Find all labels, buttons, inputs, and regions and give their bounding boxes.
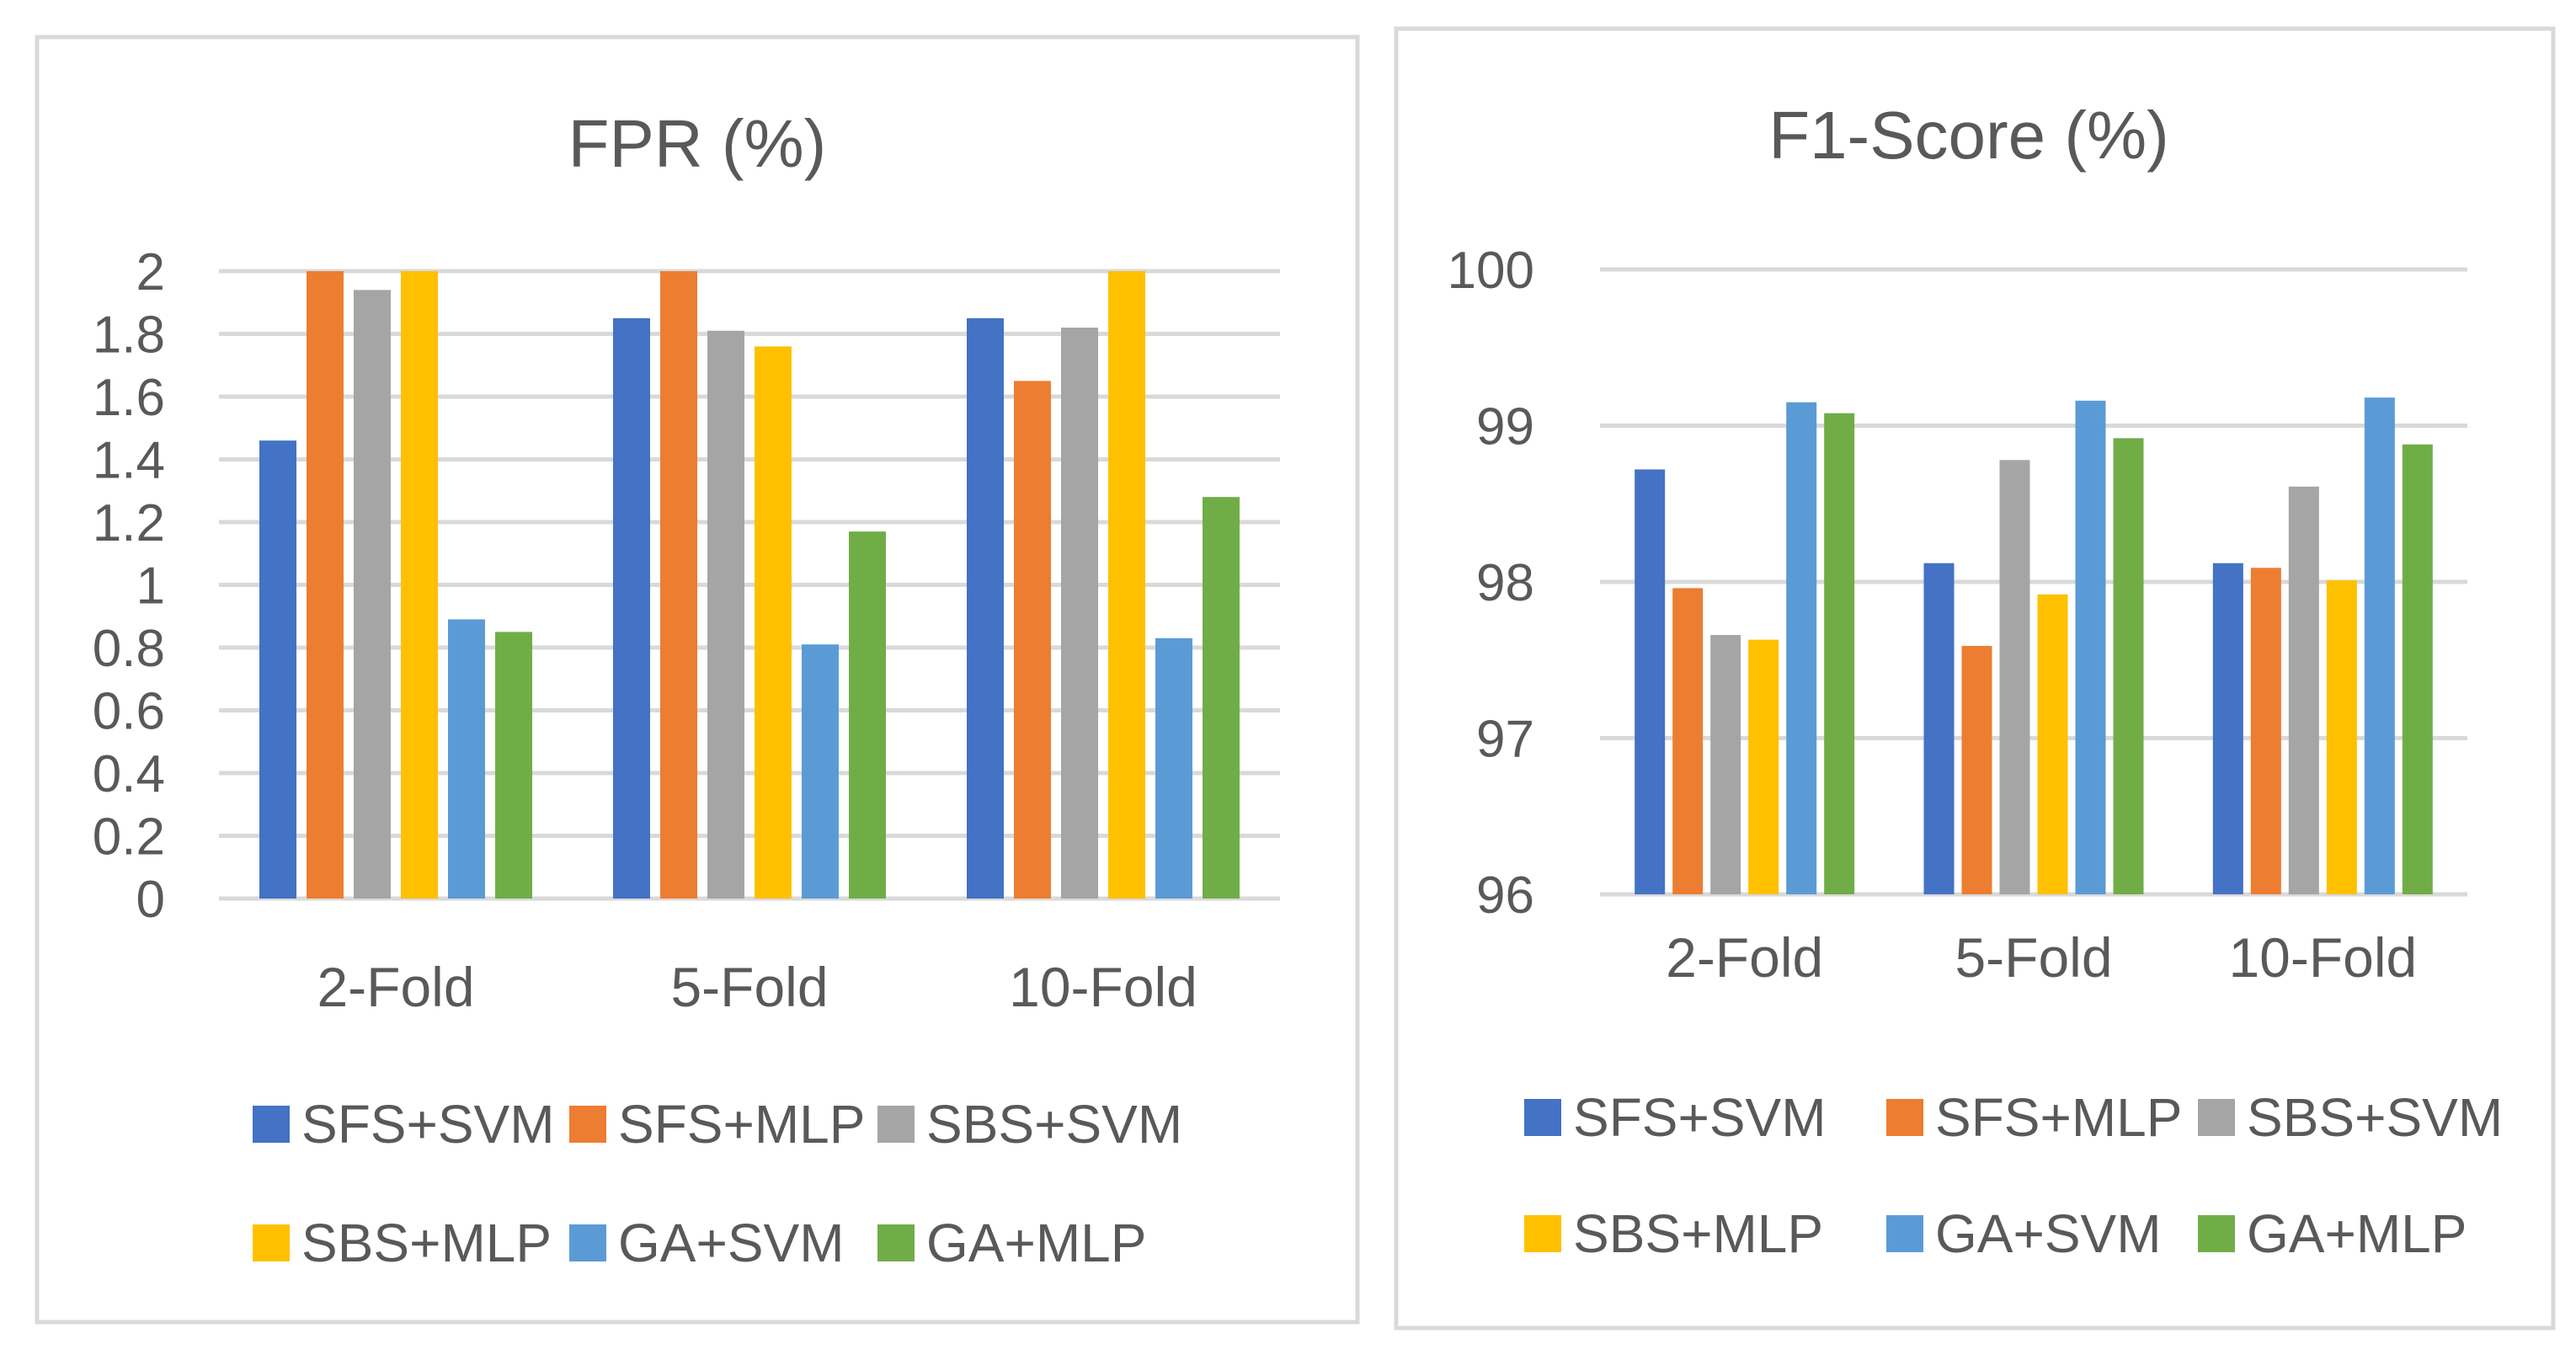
- bar-sbs-mlp-5-fold: [2037, 594, 2068, 894]
- bar-sfs-mlp-10-fold: [2250, 568, 2281, 894]
- legend-label: SBS+MLP: [1573, 1203, 1823, 1264]
- bar-ga-mlp-5-fold: [849, 531, 886, 899]
- y-tick-label: 100: [1448, 242, 1534, 300]
- legend-swatch: [253, 1224, 290, 1261]
- bar-ga-mlp-5-fold: [2113, 438, 2144, 894]
- y-tick-label: 1.2: [93, 494, 165, 552]
- legend-swatch: [1886, 1215, 1923, 1252]
- chart-frame: [1394, 26, 2556, 1331]
- x-category-label: 5-Fold: [1955, 926, 2112, 989]
- bar-ga-mlp-10-fold: [1203, 497, 1240, 899]
- bar-sbs-svm-10-fold: [2288, 486, 2319, 894]
- bar-sbs-mlp-2-fold: [401, 271, 438, 899]
- y-tick-label: 1.6: [93, 369, 165, 427]
- y-tick-label: 0.8: [93, 620, 165, 678]
- fpr-chart-panel: FPR (%) 0 0.2 0.4 0.6 0.8 1 1.2 1.4 1.6 1.8 2 2-Fo…: [35, 35, 1360, 1325]
- legend-swatch: [1886, 1099, 1923, 1136]
- legend-label: SFS+SVM: [1573, 1087, 1827, 1148]
- bar-sfs-mlp-2-fold: [1672, 588, 1704, 894]
- bar-sfs-svm-5-fold: [1923, 563, 1955, 894]
- y-tick-label: 1.8: [93, 307, 165, 365]
- legend-label: SFS+SVM: [301, 1094, 555, 1155]
- bar-sbs-svm-2-fold: [354, 290, 391, 899]
- legend-swatch: [1524, 1215, 1561, 1252]
- bar-sbs-mlp-10-fold: [1108, 271, 1145, 899]
- legend-swatch: [569, 1106, 606, 1143]
- legend-label: GA+MLP: [926, 1213, 1146, 1273]
- x-category-label: 10-Fold: [1009, 956, 1197, 1018]
- bar-sfs-mlp-5-fold: [1961, 646, 1992, 894]
- y-tick-label: 0.2: [93, 808, 165, 867]
- bar-sfs-svm-10-fold: [967, 317, 1004, 899]
- y-tick-label: 1: [136, 557, 165, 616]
- y-tick-label: 0.4: [93, 745, 165, 803]
- bar-ga-svm-2-fold: [448, 619, 485, 899]
- legend-label: GA+SVM: [1935, 1203, 2162, 1264]
- legend-label: SBS+MLP: [301, 1213, 552, 1273]
- bar-ga-mlp-2-fold: [1824, 413, 1855, 894]
- y-tick-label: 0.6: [93, 683, 165, 741]
- chart-frame: [35, 35, 1360, 1325]
- y-tick-label: 2: [136, 243, 165, 301]
- bar-sbs-mlp-5-fold: [755, 346, 792, 899]
- bar-sfs-svm-10-fold: [2212, 563, 2243, 894]
- bar-sfs-svm-2-fold: [1635, 469, 1666, 894]
- bar-ga-svm-5-fold: [2075, 400, 2106, 894]
- legend-label: SFS+MLP: [618, 1094, 865, 1155]
- bar-ga-mlp-2-fold: [495, 632, 532, 899]
- bar-sbs-svm-10-fold: [1061, 328, 1098, 899]
- bar-sbs-mlp-2-fold: [1748, 639, 1779, 894]
- legend-swatch: [1524, 1099, 1561, 1136]
- y-tick-label: 97: [1476, 711, 1534, 769]
- legend-label: GA+SVM: [618, 1213, 845, 1273]
- chart-title: F1-Score (%): [1768, 98, 2169, 173]
- bar-sbs-svm-2-fold: [1710, 635, 1741, 894]
- legend-swatch: [2198, 1099, 2235, 1136]
- bar-sfs-mlp-5-fold: [660, 271, 697, 899]
- y-tick-label: 99: [1476, 398, 1534, 456]
- bar-sfs-mlp-10-fold: [1014, 381, 1051, 899]
- bar-ga-mlp-10-fold: [2402, 444, 2433, 894]
- legend-swatch: [253, 1106, 290, 1143]
- f1-score-chart: F1-Score (%) 96 97 98 99 100 2-Fold 5-Fold 10-…: [1394, 26, 2556, 1331]
- legend-label: GA+MLP: [2247, 1203, 2467, 1264]
- x-category-label: 2-Fold: [1666, 926, 1823, 989]
- bar-ga-svm-2-fold: [1786, 402, 1817, 894]
- y-tick-label: 96: [1476, 867, 1534, 925]
- y-tick-label: 0: [136, 871, 165, 929]
- bar-ga-svm-10-fold: [2364, 397, 2395, 894]
- bar-sbs-svm-5-fold: [1999, 460, 2030, 894]
- legend-label: SBS+SVM: [926, 1094, 1182, 1155]
- bar-sfs-svm-2-fold: [259, 440, 296, 899]
- bar-sfs-mlp-2-fold: [307, 271, 344, 899]
- x-category-label: 2-Fold: [317, 956, 474, 1018]
- x-category-label: 5-Fold: [670, 956, 828, 1018]
- legend-swatch: [877, 1224, 915, 1261]
- legend-label: SBS+SVM: [2247, 1087, 2503, 1148]
- y-tick-label: 98: [1476, 554, 1534, 612]
- chart-title: FPR (%): [568, 106, 827, 181]
- bar-sbs-svm-5-fold: [707, 330, 744, 899]
- bar-ga-svm-10-fold: [1155, 637, 1192, 899]
- y-tick-label: 1.4: [93, 432, 165, 490]
- fpr-chart: FPR (%) 00.20.40.60.811.21.41.61.8 2 2-Fo…: [35, 35, 1360, 1325]
- f1-score-chart-panel: F1-Score (%) 96 97 98 99 100 2-Fold 5-Fold 10-…: [1389, 0, 2576, 1360]
- bar-sbs-mlp-10-fold: [2326, 580, 2357, 894]
- bar-ga-svm-5-fold: [802, 644, 839, 899]
- legend-swatch: [569, 1224, 606, 1261]
- legend-label: SFS+MLP: [1935, 1087, 2182, 1148]
- legend-swatch: [2198, 1215, 2235, 1252]
- legend-swatch: [877, 1106, 915, 1143]
- x-category-label: 10-Fold: [2228, 926, 2417, 989]
- bar-sfs-svm-5-fold: [613, 317, 650, 899]
